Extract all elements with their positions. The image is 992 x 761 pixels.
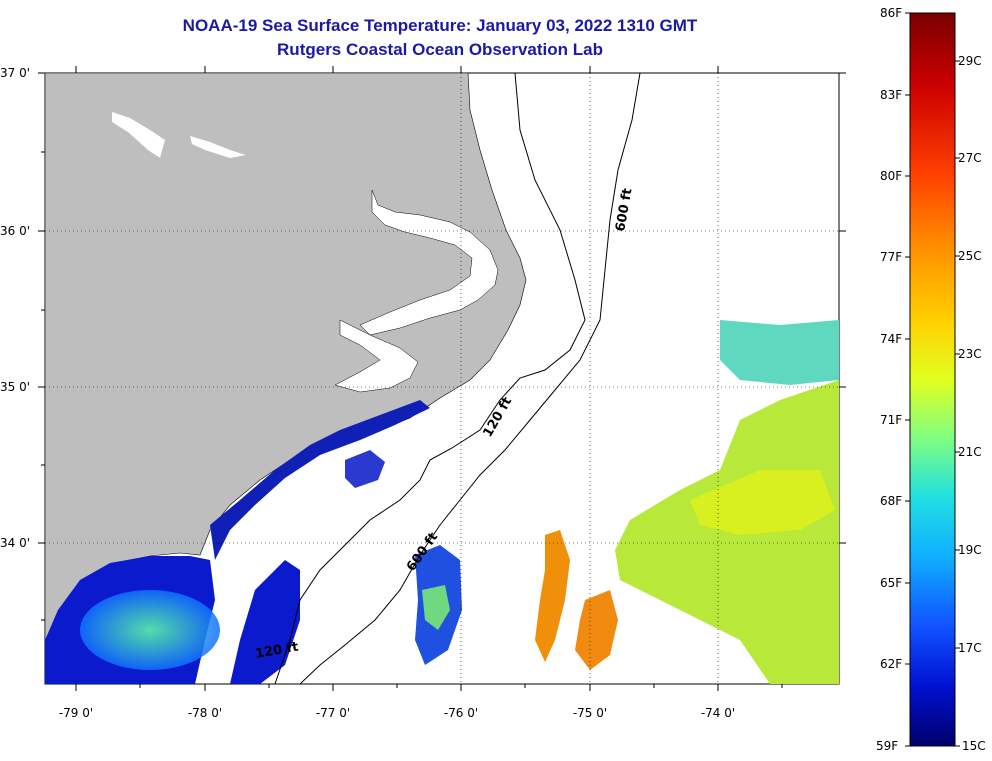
coastal-cold-strip [210,400,430,560]
contour-label: 600 ft [613,187,635,232]
map-grid [45,73,839,684]
colorbar-c-label: 25C [958,249,982,263]
colorbar-f-label: 62F [880,657,902,671]
colorbar-f-label: 80F [880,169,902,183]
colorbar-c-label: 29C [958,54,982,68]
lat-label: 34 0' [0,536,30,550]
colorbar-f-label: 83F [880,88,902,102]
northeast-cool-patch [720,320,839,385]
colorbar-c-label: 15C [962,739,986,753]
green-warm-region [615,380,839,684]
cold-water-band [230,560,300,684]
colorbar-f-label: 65F [880,576,902,590]
nearshore-green-patch [422,585,450,630]
lat-label: 36 0' [0,224,30,238]
lat-label: 37 0' [0,66,30,80]
contour-label: 120 ft [254,640,299,662]
lon-label: -78 0' [188,706,222,720]
lon-label: -76 0' [444,706,478,720]
cool-water-plume [80,590,220,670]
lon-label: -74 0' [701,706,735,720]
gulf-stream-warm-1 [535,530,570,662]
lon-label: -77 0' [316,706,350,720]
inland-lake-1 [112,112,165,158]
colorbar-c-label: 23C [958,347,982,361]
colorbar-f-label: 77F [880,250,902,264]
colorbar-c-label: 19C [958,543,982,557]
map-ticks [38,66,846,691]
colorbar-c-label: 21C [958,445,982,459]
colorbar-f-label: 74F [880,332,902,346]
colorbar-f-label: 59F [876,739,898,753]
colorbar-f-label: 68F [880,494,902,508]
map-subtitle: Rutgers Coastal Ocean Observation Lab [277,40,603,59]
colorbar-ticks [905,12,960,747]
colorbar-f-label: 71F [880,413,902,427]
lat-label: 35 0' [0,380,30,394]
colorbar [909,12,956,747]
albemarle-sound [359,189,499,336]
pamlico-sound [334,319,419,393]
lon-label: -75 0' [573,706,607,720]
contour-600ft [299,73,641,684]
inland-lake-2 [190,136,246,158]
colorbar-c-label: 27C [958,151,982,165]
yellow-green-patch [690,470,835,535]
colorbar-c-label: 17C [958,641,982,655]
cold-patch-offshore [345,450,385,488]
map-title: NOAA-19 Sea Surface Temperature: January… [182,16,698,35]
gulf-stream-warm-2 [575,590,618,670]
contour-120ft [274,73,586,684]
colorbar-f-label: 86F [880,6,902,20]
lon-label: -79 0' [59,706,93,720]
